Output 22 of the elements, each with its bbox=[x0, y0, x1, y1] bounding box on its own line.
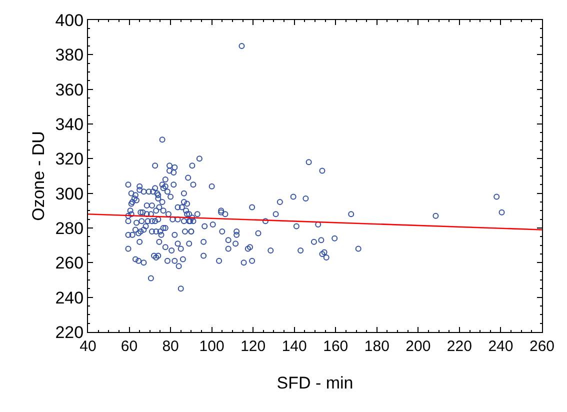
y-tick-label: 260 bbox=[55, 254, 84, 273]
x-tick-label: 240 bbox=[488, 338, 514, 355]
x-tick-label: 180 bbox=[364, 338, 390, 355]
x-tick-label: 260 bbox=[529, 338, 555, 355]
x-tick-label: 200 bbox=[406, 338, 431, 355]
x-tick-label: 60 bbox=[120, 338, 138, 355]
x-tick-label: 160 bbox=[323, 338, 348, 355]
x-tick-label: 120 bbox=[240, 338, 266, 355]
x-tick-label: 100 bbox=[199, 338, 224, 355]
y-tick-label: 300 bbox=[55, 184, 84, 204]
x-tick-label: 140 bbox=[282, 338, 307, 355]
y-tick-label: 380 bbox=[55, 46, 84, 65]
y-tick-label: 320 bbox=[55, 150, 84, 169]
y-tick-label: 340 bbox=[55, 114, 84, 134]
x-axis-title: SFD - min bbox=[276, 373, 354, 392]
y-tick-label: 400 bbox=[55, 10, 84, 30]
y-tick-label: 240 bbox=[55, 288, 84, 308]
x-tick-label: 80 bbox=[162, 338, 179, 355]
y-tick-label: 360 bbox=[55, 80, 84, 100]
y-tick-label: 280 bbox=[55, 218, 84, 238]
x-tick-label: 220 bbox=[446, 338, 472, 355]
y-axis-title: Ozone - DU bbox=[28, 131, 48, 221]
